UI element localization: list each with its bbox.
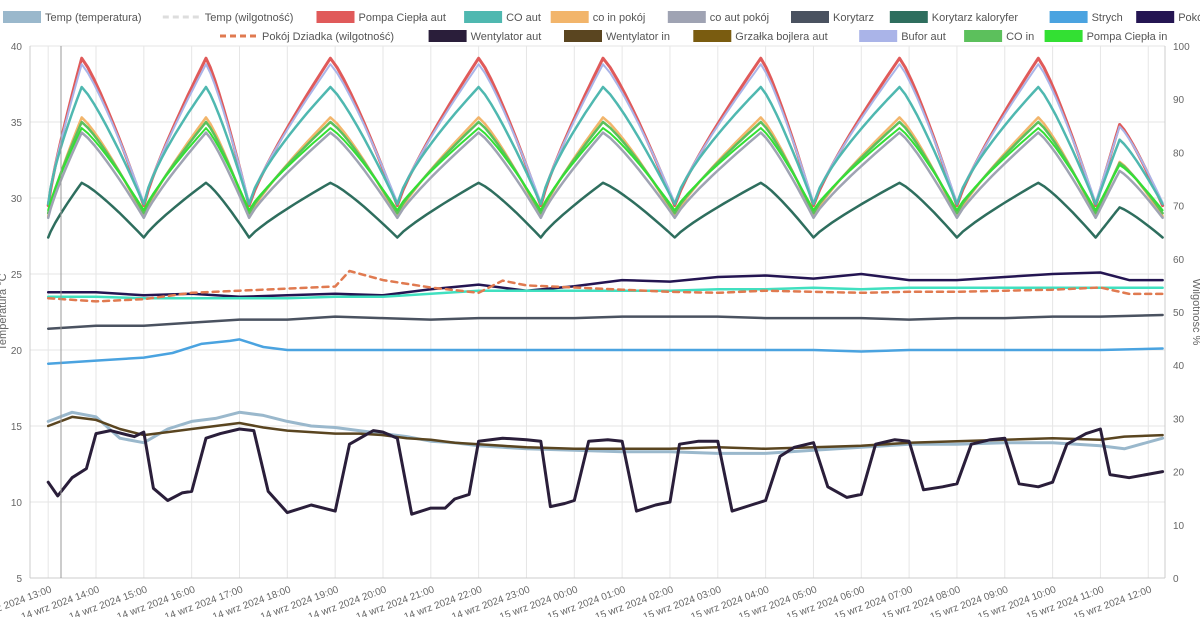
legend-item[interactable]: CO in — [964, 30, 1034, 43]
y2-tick-label: 20 — [1173, 468, 1185, 479]
legend-swatch — [693, 30, 732, 42]
legend-item[interactable]: Strych — [1049, 11, 1123, 24]
legend-label: Pompa Ciepła aut — [359, 12, 446, 24]
legend-swatch — [889, 11, 928, 23]
series-line-wentylator-in — [46, 415, 1164, 451]
series-line-temp-temperatura- — [46, 410, 1165, 455]
series-line-pokój — [46, 271, 1164, 299]
legend-swatch — [859, 30, 898, 42]
y-tick-label: 40 — [11, 42, 23, 53]
legend-item[interactable]: Pokój Dziadka (wilgotność) — [220, 31, 394, 43]
y2-tick-label: 60 — [1173, 255, 1185, 266]
legend-label: CO aut — [506, 12, 541, 24]
series-line-korytarz — [46, 313, 1164, 330]
series-line-wentylator-aut — [46, 427, 1165, 516]
y2-tick-label: 100 — [1173, 42, 1190, 53]
y-tick-label: 10 — [11, 498, 23, 509]
legend-item[interactable]: co in pokój — [550, 11, 646, 24]
legend-swatch — [550, 11, 589, 23]
y2-tick-label: 90 — [1173, 95, 1185, 106]
legend-label: Temp (wilgotność) — [205, 12, 294, 24]
legend-label: Pokój Dziadka (wilgotność) — [262, 31, 394, 43]
legend-swatch — [964, 30, 1003, 42]
series-line-co-in-pokój — [46, 116, 1164, 218]
legend-label: co aut pokój — [710, 12, 769, 24]
legend-swatch — [464, 11, 503, 23]
y-axis-left: 5 10 15 20 25 30 35 40 — [11, 42, 23, 585]
legend-item[interactable]: Pompa Ciepła aut — [316, 11, 446, 24]
y2-tick-label: 30 — [1173, 414, 1185, 425]
legend-swatch — [1049, 11, 1088, 23]
y2-tick-label: 10 — [1173, 521, 1185, 532]
y-tick-label: 35 — [11, 118, 23, 129]
y-axis-title: Temperatura °C — [0, 273, 9, 350]
legend-label: Pompa Ciepła in — [1087, 31, 1168, 43]
legend-swatch — [667, 11, 706, 23]
y-tick-label: 15 — [11, 422, 23, 433]
y-axis-right: 0 10 20 30 40 50 60 70 80 90 100 — [1173, 42, 1190, 585]
series-line-strych — [46, 338, 1164, 365]
y2-axis-title: Wilgotność % — [1190, 279, 1200, 346]
legend-label: Temp (temperatura) — [45, 12, 142, 24]
legend-swatch — [316, 11, 355, 23]
legend-swatch — [564, 30, 602, 42]
series-line-pompa-ciepła-in — [47, 127, 1164, 212]
series-line-pokój-dziadka-wilgotność- — [46, 269, 1164, 303]
series-line-co-aut-pokój — [46, 131, 1164, 220]
y-tick-label: 20 — [11, 346, 23, 357]
y-tick-label: 30 — [11, 194, 23, 205]
series-line-co-in — [46, 120, 1164, 215]
y-tick-label: 25 — [11, 270, 23, 281]
series-line-co-aut — [46, 85, 1164, 206]
y-tick-label: 5 — [16, 574, 22, 585]
legend-item[interactable]: Korytarz kaloryfer — [889, 11, 1019, 24]
legend-item[interactable]: Temp (wilgotność) — [162, 12, 294, 24]
legend-swatch — [3, 11, 41, 23]
legend-label: co in pokój — [593, 12, 646, 24]
legend-item[interactable]: Pompa Ciepła in — [1044, 30, 1168, 43]
y2-tick-label: 0 — [1173, 574, 1179, 585]
series-line-korytarz-kaloryfer — [46, 181, 1164, 239]
legend-swatch — [1136, 11, 1175, 23]
legend-label: Korytarz kaloryfer — [932, 12, 1019, 24]
legend-label: Korytarz — [833, 12, 874, 24]
legend-label: CO in — [1006, 31, 1034, 43]
series-line-pokój-dziadka-temperatura- — [46, 286, 1164, 300]
legend-item[interactable]: Bufor aut — [859, 30, 946, 43]
series-line-bufor-aut — [47, 63, 1164, 204]
legend-item[interactable]: Temp (temperatura) — [3, 11, 142, 24]
chart-legend[interactable]: Temp (temperatura) Temp (wilgotność) Pompa… — [3, 11, 1200, 43]
y2-tick-label: 70 — [1173, 202, 1185, 213]
legend-item[interactable]: Wentylator aut — [428, 30, 542, 43]
legend-label: Bufor aut — [901, 31, 946, 43]
chart-series — [46, 56, 1165, 516]
legend-label: Grzałka bojlera aut — [735, 31, 827, 43]
legend-swatch — [791, 11, 829, 23]
y2-tick-label: 40 — [1173, 361, 1185, 372]
y2-tick-label: 80 — [1173, 148, 1185, 159]
legend-item[interactable]: CO aut — [464, 11, 541, 24]
legend-item[interactable]: Wentylator in — [564, 30, 670, 43]
legend-swatch — [428, 30, 467, 42]
legend-swatch — [1044, 30, 1083, 42]
legend-item[interactable]: co aut pokój — [667, 11, 769, 24]
series-line-pompa-ciepła-aut — [46, 56, 1165, 208]
legend-item[interactable]: Pokój — [1136, 11, 1200, 24]
legend-label: Pokój — [1178, 12, 1200, 24]
legend-label: Wentylator in — [606, 31, 670, 43]
legend-label: Wentylator aut — [471, 31, 542, 43]
y2-tick-label: 50 — [1173, 308, 1185, 319]
legend-item[interactable]: Grzałka bojlera aut — [693, 30, 828, 43]
legend-item[interactable]: Korytarz — [791, 11, 874, 24]
legend-label: Strych — [1092, 12, 1123, 24]
